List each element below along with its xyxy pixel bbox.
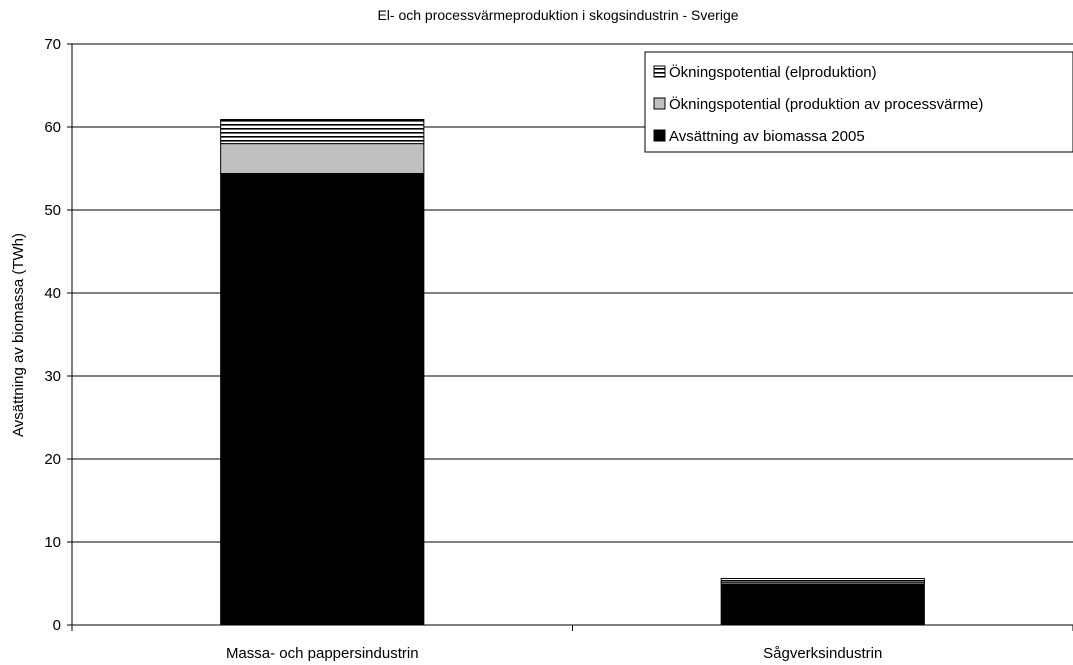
legend-swatch xyxy=(653,129,666,142)
bars xyxy=(220,119,925,626)
x-tick-label: Sågverksindustrin xyxy=(763,645,882,662)
chart-title: El- och processvärmeproduktion i skogsin… xyxy=(377,7,738,23)
y-tick-label: 30 xyxy=(44,368,61,385)
y-axis-label: Avsättning av biomassa (TWh) xyxy=(10,233,27,437)
y-tick-label: 60 xyxy=(44,119,61,136)
y-tick-label: 50 xyxy=(44,202,61,219)
legend-label: Avsättning av biomassa 2005 xyxy=(669,128,865,145)
y-tick-label: 40 xyxy=(44,285,61,302)
y-tick-label: 0 xyxy=(53,617,61,634)
legend-swatch xyxy=(653,65,666,78)
x-tick-label: Massa- och pappersindustrin xyxy=(226,645,419,662)
axes xyxy=(67,43,1073,631)
bar-segment xyxy=(220,172,425,626)
tick-labels: 0 10 20 30 40 50 60 70 Massa- och pappersindustr… xyxy=(44,36,882,662)
bar-segment xyxy=(720,578,925,584)
legend-label: Ökningspotential (elproduktion) xyxy=(669,63,877,81)
legend-label: Ökningspotential (produktion av processv… xyxy=(669,95,983,113)
y-tick-label: 70 xyxy=(44,36,61,53)
legend-swatch xyxy=(653,97,666,110)
bar-segment xyxy=(220,143,425,174)
legend-box xyxy=(644,51,1073,153)
bar-segment xyxy=(220,119,425,145)
bar-segment xyxy=(720,583,925,626)
y-tick-label: 20 xyxy=(44,451,61,468)
y-tick-label: 10 xyxy=(44,534,61,551)
legend: Ökningspotential (elproduktion) Ökningspo… xyxy=(644,51,1073,153)
